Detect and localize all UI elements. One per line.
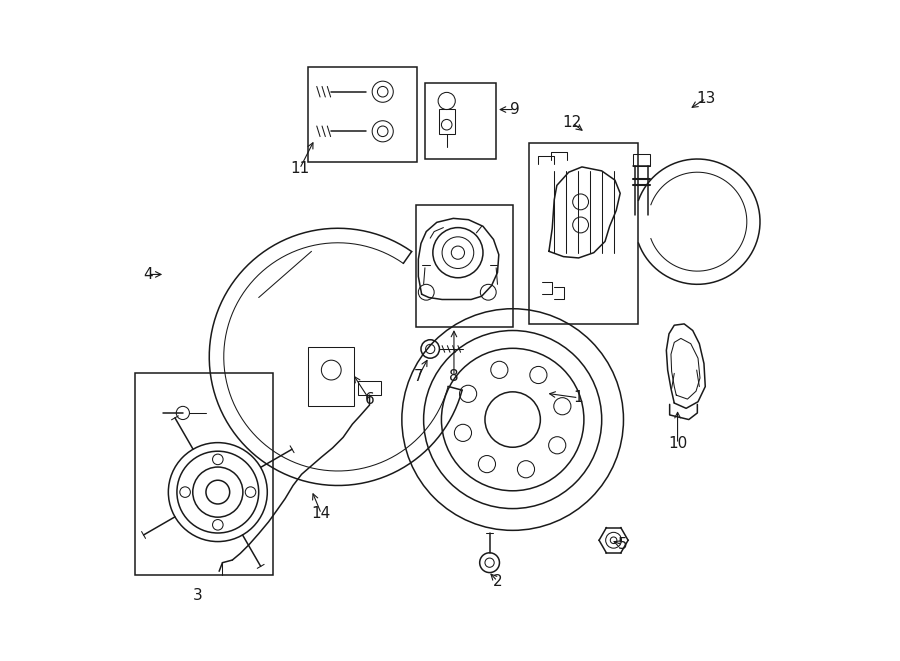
Text: 14: 14 [311,506,331,522]
Text: 1: 1 [574,390,583,405]
Text: 9: 9 [509,102,519,117]
Text: 13: 13 [697,91,716,106]
Text: 8: 8 [449,369,459,384]
Text: 4: 4 [143,267,153,282]
Text: 3: 3 [194,588,202,603]
Text: 6: 6 [364,392,374,407]
Bar [135,373,274,574]
Bar [357,381,382,395]
Text: 10: 10 [668,436,688,451]
Text: 11: 11 [290,161,310,176]
Bar [633,154,650,166]
Bar [308,67,417,163]
Bar [416,205,513,327]
Text: 5: 5 [618,537,627,553]
Text: 12: 12 [562,115,581,130]
Bar [425,83,496,159]
Text: 7: 7 [413,369,423,384]
Bar [308,347,355,407]
Bar [529,143,638,324]
Bar [439,109,454,134]
Text: 2: 2 [492,574,502,589]
